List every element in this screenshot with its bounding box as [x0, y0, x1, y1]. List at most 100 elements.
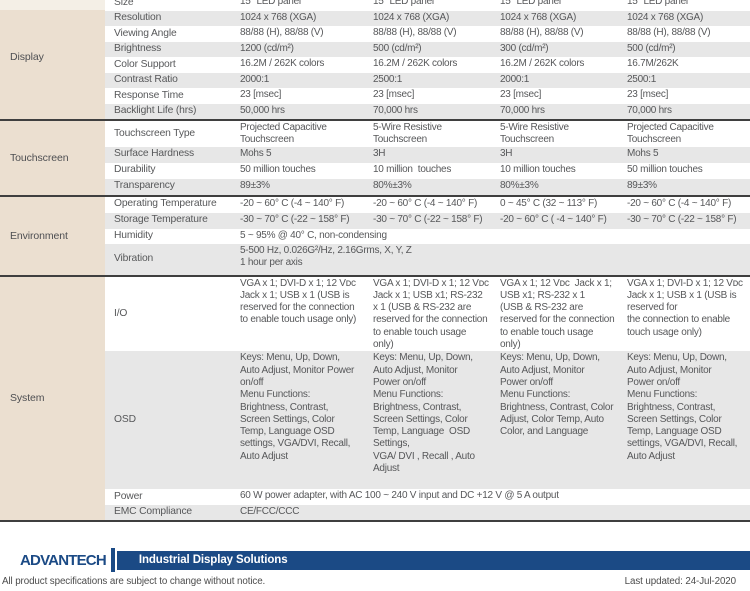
spec-label: Color Support [114, 58, 176, 70]
spec-value-col1: 1200 (cd/m²) [240, 42, 294, 54]
spec-row-color-support: Color Support 16.2M / 262K colors 16.2M / … [105, 57, 750, 73]
spec-label: Power [114, 490, 143, 502]
spec-row-contrast-ratio: Contrast Ratio 2000:1 2500:1 2000:1 2500:1 [105, 72, 750, 88]
spec-row-backlight-life-hrs-: Backlight Life (hrs) 50,000 hrs 70,000 hrs… [105, 103, 750, 119]
spec-row-operating-temperature: Operating Temperature -20 ~ 60° C (-4 ~ 1… [105, 197, 750, 213]
spec-value-col3: 23 [msec] [500, 89, 542, 100]
spec-value-col3: 300 (cd/m²) [500, 42, 549, 54]
category-label-system: System [0, 276, 105, 521]
spec-value-col1: 23 [msec] [240, 89, 282, 100]
spec-label: Storage Temperature [114, 214, 208, 226]
advantech-logo: ADVANTECH [20, 551, 107, 569]
spec-row-power: Power 60 W power adapter, with AC 100 ~ 2… [105, 489, 750, 505]
spec-label: EMC Compliance [114, 506, 193, 518]
spec-label: Response Time [114, 89, 184, 101]
spec-value-col3: 88/88 (H), 88/88 (V) [500, 27, 584, 38]
spec-value-col4: -30 ~ 70° C (-22 ~ 158° F) [627, 213, 737, 225]
spec-value-col3: VGA x 1; 12 Vᴅᴄ Jack x 1; USB x1; RS-232… [500, 277, 615, 351]
footnotes: All product specifications are subject t… [0, 576, 750, 587]
spec-value-col1: 88/88 (H), 88/88 (V) [240, 27, 324, 38]
spec-row-resolution: Resolution 1024 x 768 (XGA) 1024 x 768 (XG… [105, 10, 750, 26]
spec-value-col3: 10 million touches [500, 163, 576, 175]
spec-value-col4: 500 (cd/m²) [627, 42, 676, 54]
spec-row-surface-hardness: Surface Hardness Mohs 5 3H 3H Mohs 5 [105, 146, 750, 163]
spec-row-durability: Durability 50 million touches 10 million t… [105, 163, 750, 179]
spec-value-col1: 50,000 hrs [240, 104, 285, 116]
section-environment: Environment Operating Temperature -20 ~ 60… [0, 194, 750, 275]
spec-value-col1: Keys: Menu, Up, Down, Auto Adjust, Monit… [240, 352, 355, 462]
spec-value-col2: 88/88 (H), 88/88 (V) [373, 27, 457, 38]
spec-row-i-o: I/O VGA x 1; DVI-D x 1; 12 Vᴅᴄ Jack x 1; … [105, 277, 750, 352]
spec-value-col4: VGA x 1; DVI-D x 1; 12 Vᴅᴄ Jack x 1; USB… [627, 277, 743, 338]
category-top-strip [0, 0, 105, 10]
spec-row-humidity: Humidity 5 ~ 95% @ 40° C, non-condensing [105, 229, 750, 244]
spec-value-col2: 16.2M / 262K colors [373, 58, 458, 69]
spec-value-span: 60 W power adapter, with AC 100 ~ 240 V … [240, 490, 559, 502]
branding-bar: ADVANTECH Industrial Display Solutions [20, 548, 750, 573]
spec-value-col2: 2500:1 [373, 73, 403, 85]
spec-value-col3: 70,000 hrs [500, 104, 545, 116]
spec-value-col2: 500 (cd/m²) [373, 42, 422, 54]
spec-value-col3: 0 ~ 45° C (32 ~ 113° F) [500, 197, 598, 209]
spec-value-col1: 16.2M / 262K colors [240, 58, 325, 69]
spec-value-col4: 89±3% [627, 179, 657, 191]
section-display: Display Size 15" LED panel 15" LED panel 15"… [0, 0, 750, 119]
spec-label: OSD [114, 414, 136, 426]
spec-row-viewing-angle: Viewing Angle 88/88 (H), 88/88 (V) 88/88 (… [105, 26, 750, 42]
spec-value-col2: -20 ~ 60° C (-4 ~ 140° F) [373, 197, 478, 209]
spec-value-span: CE/FCC/CCC [240, 505, 300, 517]
spec-value-col4: -20 ~ 60° C (-4 ~ 140° F) [627, 197, 732, 209]
spec-label: Transparency [114, 180, 175, 192]
spec-row-vibration: Vibration 5-500 Hz, 0.026G²/Hz, 2.16Grms,… [105, 243, 750, 275]
logo-divider-bar [110, 548, 115, 573]
spec-value-col3: 15" LED panel [500, 0, 561, 7]
spec-value-col4: 50 million touches [627, 163, 703, 175]
spec-label: I/O [114, 307, 128, 319]
banner: Industrial Display Solutions [116, 550, 750, 570]
section-system: System I/O VGA x 1; DVI-D x 1; 12 Vᴅᴄ Jack… [0, 274, 750, 521]
spec-value-col1: Projected Capacitive Touchscreen [240, 122, 327, 146]
spec-value-col3: 16.2M / 262K colors [500, 58, 585, 69]
spec-value-col4: Projected Capacitive Touchscreen [627, 122, 714, 146]
spec-value-col4: 16.7M/262K [627, 58, 679, 69]
spec-value-col4: 88/88 (H), 88/88 (V) [627, 27, 711, 38]
spec-value-col4: 70,000 hrs [627, 104, 672, 116]
category-label-text: System [10, 392, 45, 405]
spec-value-col1: 89±3% [240, 179, 270, 191]
spec-value-col4: Mohs 5 [627, 147, 659, 159]
spec-label: Durability [114, 164, 156, 176]
spec-label: Resolution [114, 12, 162, 24]
spec-value-col1: 15" LED panel [240, 0, 301, 7]
spec-table: Display Size 15" LED panel 15" LED panel 15"… [0, 0, 750, 523]
spec-value-col2: 5-Wire Resistive Touchscreen [373, 122, 442, 146]
spec-label: Operating Temperature [114, 198, 217, 210]
spec-row-response-time: Response Time 23 [msec] 23 [msec] 23 [msec]… [105, 88, 750, 104]
banner-title: Industrial Display Solutions [138, 554, 288, 567]
spec-row-storage-temperature: Storage Temperature -30 ~ 70° C (-22 ~ 15… [105, 212, 750, 229]
spec-label: Size [114, 0, 134, 8]
spec-value-col3: 3H [500, 147, 513, 159]
spec-value-col2: 80%±3% [373, 179, 412, 191]
spec-label: Surface Hardness [114, 148, 195, 160]
spec-label: Contrast Ratio [114, 74, 178, 86]
spec-value-col2: 70,000 hrs [373, 104, 418, 116]
spec-value-col3: Keys: Menu, Up, Down, Auto Adjust, Monit… [500, 352, 614, 438]
disclaimer-text: All product specifications are subject t… [2, 576, 266, 588]
spec-value-col2: -30 ~ 70° C (-22 ~ 158° F) [373, 213, 483, 225]
spec-value-col3: 2000:1 [500, 73, 530, 85]
spec-row-touchscreen-type: Touchscreen Type Projected Capacitive Tou… [105, 121, 750, 147]
spec-value-col2: 3H [373, 147, 386, 159]
category-label-text: Environment [10, 229, 68, 242]
spec-value-col3: 5-Wire Resistive Touchscreen [500, 122, 569, 146]
category-label-text: Display [10, 51, 44, 63]
spec-value-col1: 2000:1 [240, 73, 270, 85]
spec-value-col4: 23 [msec] [627, 89, 669, 100]
spec-value-col2: 23 [msec] [373, 89, 415, 100]
spec-label: Vibration [114, 252, 154, 264]
spec-value-col2: VGA x 1; DVI-D x 1; 12 Vᴅᴄ Jack x 1; USB… [373, 277, 489, 351]
spec-value-col3: -20 ~ 60° C ( -4 ~ 140° F) [500, 213, 607, 225]
spec-value-col1: Mohs 5 [240, 147, 272, 159]
spec-label: Viewing Angle [114, 27, 177, 39]
spec-value-span: 5-500 Hz, 0.026G²/Hz, 2.16Grms, X, Y, Z … [240, 244, 412, 268]
spec-value-col2: 15" LED panel [373, 0, 434, 7]
